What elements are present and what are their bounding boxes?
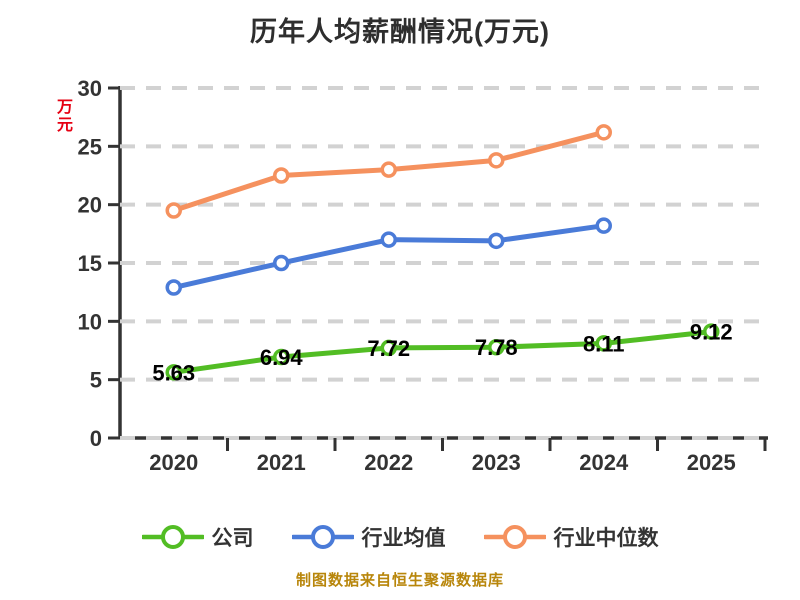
y-tick-label-20: 20 [78,193,102,218]
x-tick-label-2022: 2022 [364,450,413,475]
series-公司-point-2023 [488,338,505,356]
y-axis-unit-label: 万元 [54,98,71,134]
x-tick-label-2024: 2024 [579,450,629,475]
data-source-note: 制图数据来自恒生聚源数据库 [295,572,504,589]
series-行业均值-point-2023 [488,232,505,250]
data-label-2025: 9.12 [690,320,733,345]
data-label-2021: 6.94 [260,345,304,370]
series-行业均值-point-2020 [165,279,182,296]
x-tick-label-2023: 2023 [472,450,521,475]
series-行业中位数-point-2020 [165,202,182,219]
series-行业中位数-point-2023 [488,152,505,169]
legend-label: 公司 [211,527,254,550]
series-公司-point-2024 [595,335,612,352]
series-公司-point-2022 [380,339,397,357]
legend-marker-icon [141,525,204,549]
data-label-2023: 7.78 [475,335,518,360]
y-tick-label-0: 0 [90,426,102,451]
series-公司-point-2020 [165,364,182,381]
x-tick-label-2021: 2021 [257,450,306,475]
data-label-2022: 7.72 [367,336,410,361]
legend-item-行业中位数[interactable]: 行业中位数 [483,522,659,552]
chart-title: 历年人均薪酬情况(万元) [250,17,550,47]
x-tick-label-2025: 2025 [687,450,736,475]
series-行业均值-point-2021 [273,254,290,272]
legend-label: 行业均值 [361,527,446,550]
series-行业中位数-point-2021 [273,167,290,184]
y-tick-label-15: 15 [78,251,102,276]
x-tick-label-2020: 2020 [149,450,198,475]
series-行业均值-point-2022 [380,231,397,248]
series-行业中位数-point-2022 [380,161,397,178]
data-label-2020: 5.63 [152,360,195,385]
legend-marker-icon [291,525,354,549]
series-公司-point-2021 [273,348,290,366]
legend-item-公司[interactable]: 公司 [141,522,254,552]
series-行业均值-point-2024 [595,217,612,234]
y-tick-label-30: 30 [78,76,102,101]
series-line-公司 [171,329,714,375]
y-tick-label-5: 5 [90,368,102,393]
legend-item-行业均值[interactable]: 行业均值 [291,522,446,552]
series-行业中位数-point-2024 [595,124,612,141]
data-label-2024: 8.11 [583,331,625,356]
series-公司-point-2025 [703,323,720,340]
y-tick-label-10: 10 [78,309,102,334]
legend: 公司 行业均值 行业中位数 [0,518,800,556]
legend-marker-icon [483,525,546,549]
y-tick-label-25: 25 [78,134,102,159]
legend-label: 行业中位数 [553,527,659,550]
